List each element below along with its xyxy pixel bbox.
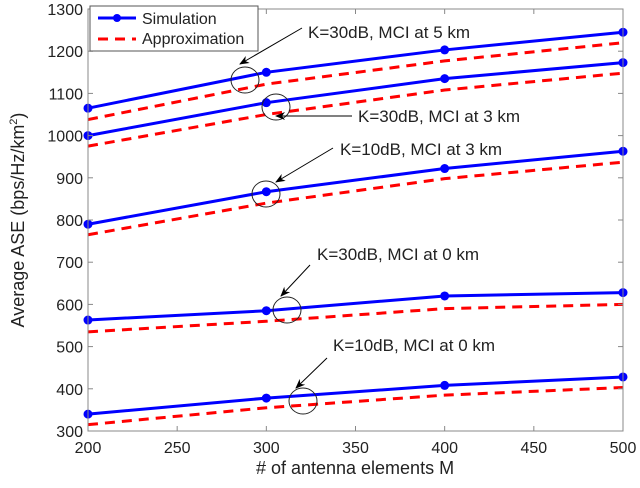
y-tick-label: 1100 — [49, 86, 84, 103]
annotation-ellipse — [288, 387, 318, 415]
annotation-label: K=10dB, MCI at 0 km — [333, 336, 495, 355]
x-tick-label: 250 — [164, 440, 191, 457]
simulation-point — [440, 380, 450, 390]
simulation-line-4 — [87, 375, 624, 416]
y-tick-label: 400 — [56, 382, 83, 399]
y-axis-label-end: ) — [8, 113, 28, 119]
y-tick-label: 600 — [56, 297, 83, 314]
y-tick-label: 500 — [56, 340, 83, 357]
simulation-point — [261, 306, 271, 316]
annotation-label: K=30dB, MCI at 0 km — [317, 245, 479, 264]
simulation-point — [261, 393, 271, 403]
x-tick-label: 350 — [342, 440, 369, 457]
legend-box — [89, 5, 259, 52]
simulation-line-2 — [87, 149, 624, 226]
y-tick-label: 700 — [56, 255, 83, 272]
y-tick-label: 1300 — [47, 2, 83, 19]
x-tick-label: 200 — [75, 440, 102, 457]
simulation-point — [261, 67, 271, 77]
simulation-point — [440, 164, 450, 174]
approximation-line-4 — [87, 386, 624, 427]
x-tick-label: 450 — [520, 440, 547, 457]
x-axis-label: # of antenna elements M — [256, 458, 454, 478]
simulation-line-3 — [87, 291, 624, 322]
simulation-line-1 — [87, 61, 624, 138]
annotation-arrow — [239, 27, 303, 65]
x-tick-label: 300 — [253, 440, 280, 457]
simulation-point — [440, 45, 450, 55]
simulation-point — [440, 74, 450, 84]
annotation-ellipse — [272, 296, 302, 324]
annotation-label: K=30dB, MCI at 3 km — [358, 107, 520, 126]
approximation-line-1 — [87, 71, 624, 148]
x-tick-label: 400 — [431, 440, 458, 457]
annotation-arrow — [295, 357, 328, 389]
y-axis-label: Average ASE (bps/Hz/km2) — [8, 113, 28, 328]
legend-approximation-label: Approximation — [142, 31, 244, 48]
annotation-arrow — [275, 147, 334, 183]
y-tick-label: 300 — [56, 424, 83, 441]
simulation-line-0 — [87, 30, 624, 110]
annotation-ellipse — [261, 93, 291, 121]
y-tick-label: 1200 — [47, 44, 83, 61]
y-tick-label: 900 — [56, 171, 83, 188]
annotation-arrow — [280, 264, 311, 297]
annotation-label: K=10dB, MCI at 3 km — [340, 140, 502, 159]
legend-simulation-marker — [113, 14, 121, 22]
legend: Simulation Approximation — [89, 5, 259, 52]
y-axis-label-sup: 2 — [8, 119, 20, 125]
y-tick-label: 800 — [56, 213, 83, 230]
simulation-point — [440, 291, 450, 301]
annotation-label: K=30dB, MCI at 5 km — [308, 23, 470, 42]
approximation-line-2 — [87, 160, 624, 237]
plot-frame — [87, 8, 624, 432]
legend-simulation-label: Simulation — [142, 11, 217, 28]
approximation-line-0 — [87, 41, 624, 122]
annotation-ellipse — [230, 66, 260, 94]
simulation-point — [261, 187, 271, 197]
x-tick-label: 500 — [610, 440, 637, 457]
y-axis-label-main: Average ASE (bps/Hz/km — [8, 125, 28, 328]
approximation-line-3 — [87, 302, 624, 334]
annotation-ellipse — [251, 180, 281, 208]
y-tick-label: 1000 — [47, 129, 83, 146]
